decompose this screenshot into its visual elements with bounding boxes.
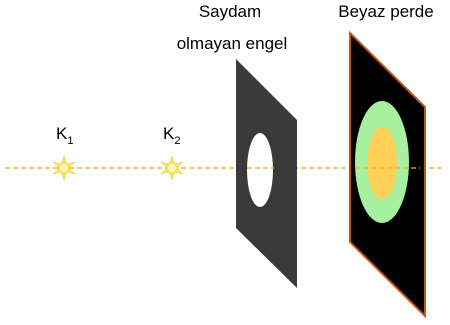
- obstacle-label-line2: olmayan engel: [177, 34, 288, 53]
- source-k2-label: K2: [163, 124, 180, 147]
- obstacle-hole: [247, 133, 273, 207]
- screen-label: Beyaz perde: [338, 2, 433, 21]
- obstacle-label-line1: Saydam: [199, 2, 261, 21]
- light-source-k1: [52, 155, 76, 181]
- lit-center: [367, 127, 397, 199]
- source-k1-label: K1: [56, 124, 73, 147]
- light-source-k2: [160, 155, 184, 181]
